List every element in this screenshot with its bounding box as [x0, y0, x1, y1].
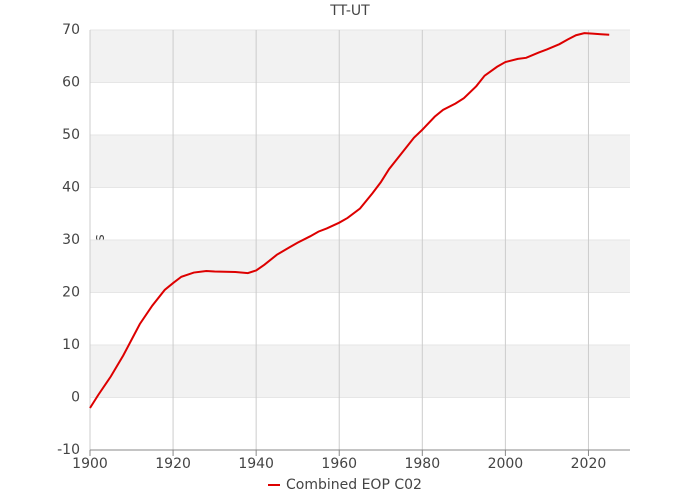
x-tick-label: 2020: [571, 456, 607, 472]
y-tick-label: 50: [62, 127, 80, 143]
x-tick-label: 1980: [404, 456, 440, 472]
x-tick-label: 1960: [321, 456, 357, 472]
y-tick-label: -10: [57, 442, 80, 458]
grid-band: [90, 240, 630, 293]
y-tick-label: 20: [62, 285, 80, 301]
y-tick-label: 60: [62, 75, 80, 91]
data-line: [89, 32, 610, 409]
x-tick-label: 1940: [238, 456, 274, 472]
legend-label: Combined EOP C02: [286, 477, 422, 493]
y-tick-label: 10: [62, 337, 80, 353]
grid-band: [90, 30, 630, 83]
y-tick-label: 30: [62, 232, 80, 248]
y-axis-label: s: [92, 234, 108, 241]
grid-band: [90, 135, 630, 188]
y-tick-label: 0: [71, 390, 80, 406]
grid-band: [90, 345, 630, 398]
x-tick-label: 1900: [72, 456, 108, 472]
y-tick-label: 70: [62, 22, 80, 38]
x-tick-label: 2000: [488, 456, 524, 472]
x-tick-label: 1920: [155, 456, 191, 472]
y-tick-label: 40: [62, 180, 80, 196]
chart-title: TT-UT: [329, 3, 370, 19]
